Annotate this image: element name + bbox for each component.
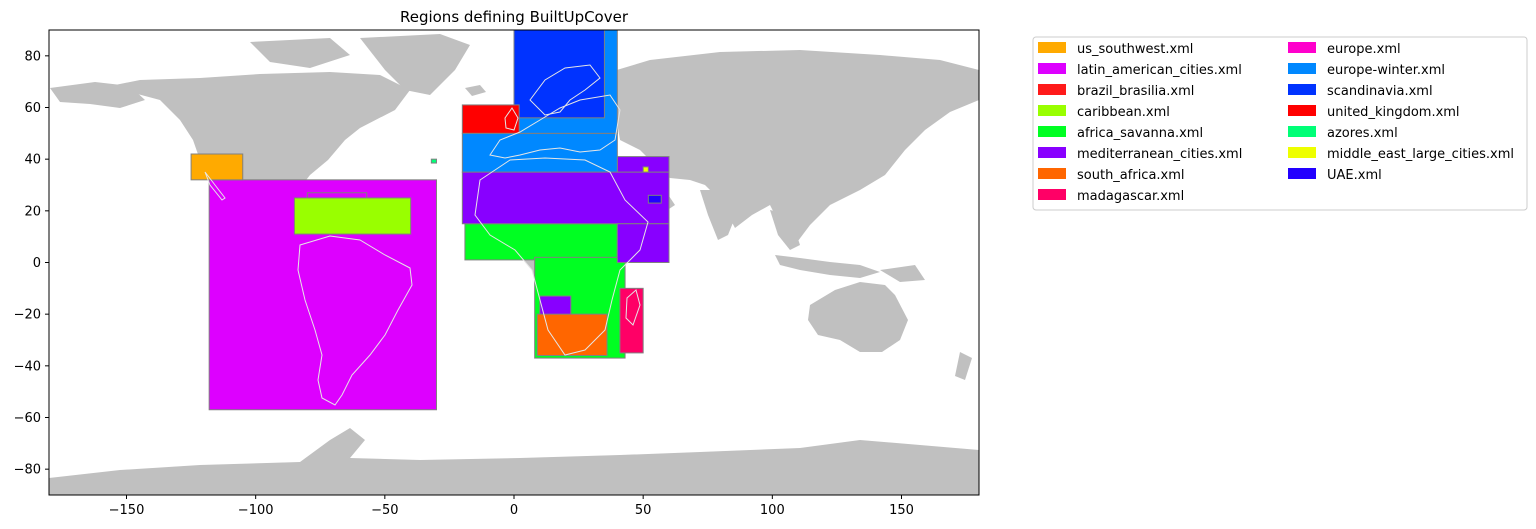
legend-label: UAE.xml [1327, 168, 1382, 183]
legend-swatch [1038, 105, 1066, 116]
baja-california-coastline [204, 171, 226, 201]
y-tick-label: 80 [24, 49, 41, 64]
legend-swatch [1038, 42, 1066, 53]
scandinavia-coastline [529, 64, 601, 116]
y-tick-label: −20 [14, 308, 41, 323]
europe-coastline [489, 94, 621, 159]
y-tick-label: 0 [33, 256, 41, 271]
legend-swatch [1288, 147, 1316, 158]
legend-label: us_southwest.xml [1077, 42, 1193, 57]
map-title: Regions defining BuiltUpCover [400, 8, 629, 26]
y-axis: 80 60 40 20 0 −20 −40 −60 −80 [14, 49, 49, 478]
legend-swatch [1288, 168, 1316, 179]
region-box-scandinavia [513, 30, 605, 119]
legend-label: azores.xml [1327, 126, 1398, 141]
new-guinea-landmass [880, 265, 925, 282]
antarctica-landmass [49, 428, 979, 495]
region-box-us_southwest [190, 153, 244, 181]
south-america-coastline [297, 235, 413, 406]
legend-frame [1032, 36, 1528, 211]
x-tick-label: 100 [760, 503, 785, 518]
legend-swatch [1288, 126, 1316, 137]
legend-label: europe.xml [1327, 42, 1401, 57]
legend-label: latin_american_cities.xml [1077, 63, 1242, 78]
y-tick-label: −40 [14, 359, 41, 374]
region-box-azores [430, 158, 438, 164]
x-tick-label: 0 [510, 503, 518, 518]
x-tick-label: −150 [109, 503, 145, 518]
alaska-landmass [50, 82, 145, 108]
southeast-asia-landmass [770, 210, 800, 250]
y-tick-label: −60 [14, 411, 41, 426]
legend-swatch [1038, 126, 1066, 137]
legend-label: united_kingdom.xml [1327, 105, 1460, 120]
japan-landmass [878, 130, 898, 165]
x-axis: −150 −100 −50 0 50 100 150 [109, 495, 914, 518]
legend-label: middle_east_large_cities.xml [1327, 147, 1514, 162]
region-box-europe-winter [461, 132, 618, 173]
legend-swatch [1288, 63, 1316, 74]
legend-swatch [1038, 63, 1066, 74]
x-tick-label: −100 [238, 503, 274, 518]
north-america-landmass [90, 72, 410, 200]
legend-label: caribbean.xml [1077, 105, 1170, 120]
canadian-archipelago-landmass [250, 38, 350, 68]
legend-swatch [1288, 42, 1316, 53]
africa-coastline [474, 157, 649, 356]
region-box-madagascar [619, 287, 644, 354]
legend-swatch [1038, 189, 1066, 200]
legend-swatch [1038, 147, 1066, 158]
legend-label: madagascar.xml [1077, 189, 1184, 204]
greenland-landmass [360, 34, 470, 95]
legend-swatch [1288, 84, 1316, 95]
region-box-caribbean [293, 197, 412, 235]
legend-label: brazil_brasilia.xml [1077, 84, 1194, 99]
y-tick-label: −80 [14, 463, 41, 478]
british-isles-coastline [504, 107, 519, 131]
region-box-south_africa [536, 313, 608, 356]
legend-swatch [1038, 84, 1066, 95]
indonesia-landmass [775, 255, 880, 278]
region-box-middle_east_large_cities [642, 166, 649, 173]
x-tick-label: 50 [635, 503, 652, 518]
legend: us_southwest.xml latin_american_cities.xm… [1032, 36, 1528, 211]
legend-label: scandinavia.xml [1327, 84, 1433, 99]
region-box-mediterranean_cities [616, 223, 670, 263]
region-box-africa_savanna [464, 223, 618, 261]
region-boxes [190, 30, 670, 411]
y-tick-label: 60 [24, 101, 41, 116]
y-tick-label: 20 [24, 204, 41, 219]
x-tick-label: 150 [889, 503, 914, 518]
region-box-mediterranean_cities [461, 171, 670, 225]
australia-landmass [808, 282, 908, 352]
x-tick-label: −50 [371, 503, 398, 518]
madagascar-coastline [625, 289, 641, 326]
legend-swatch [1038, 168, 1066, 179]
y-tick-label: 40 [24, 153, 41, 168]
legend-label: europe-winter.xml [1327, 63, 1445, 78]
legend-label: africa_savanna.xml [1077, 126, 1203, 141]
legend-label: mediterranean_cities.xml [1077, 147, 1242, 162]
legend-swatch [1288, 105, 1316, 116]
iceland-landmass [465, 85, 486, 96]
legend-label: south_africa.xml [1077, 168, 1185, 183]
new-zealand-landmass [955, 352, 972, 380]
region-box-UAE [647, 194, 662, 204]
asia-landmass [600, 50, 979, 245]
india-landmass [700, 190, 740, 240]
coastlines [204, 64, 649, 406]
